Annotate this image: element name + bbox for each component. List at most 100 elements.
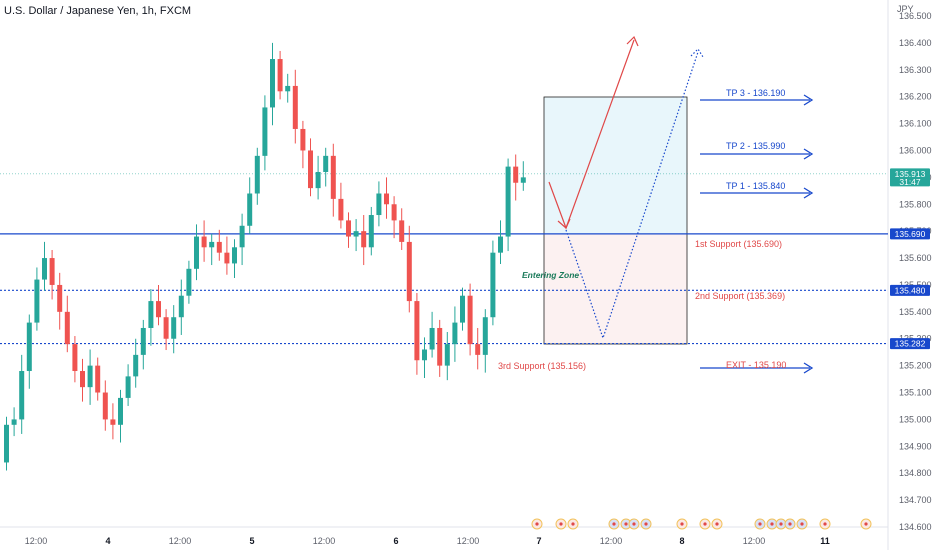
candle-body bbox=[429, 327, 435, 350]
candle-body bbox=[232, 247, 237, 264]
candle-body bbox=[300, 128, 306, 151]
tp1-arrow-head bbox=[803, 187, 814, 199]
candle-body bbox=[513, 166, 519, 183]
candle-body bbox=[262, 107, 268, 156]
candle-body bbox=[452, 322, 458, 345]
candle-body bbox=[285, 85, 291, 92]
event-icon-dot bbox=[788, 522, 792, 526]
candle-body bbox=[277, 59, 283, 92]
event-icon-dot bbox=[703, 522, 707, 526]
price-tag-support-2 bbox=[890, 284, 930, 296]
candle-body bbox=[42, 258, 47, 280]
time-tick-label: 12:00 bbox=[600, 536, 623, 546]
event-icon-dot bbox=[612, 522, 616, 526]
price-tick-label: 135.000 bbox=[899, 414, 932, 424]
candle-body bbox=[19, 371, 25, 420]
candle-body bbox=[4, 424, 9, 463]
candle-body bbox=[163, 317, 169, 339]
candle-body bbox=[247, 193, 253, 226]
price-tag-value: 135.913 bbox=[895, 169, 926, 179]
candle-body bbox=[186, 268, 192, 296]
event-icon-dot bbox=[624, 522, 628, 526]
candle-body bbox=[368, 215, 374, 248]
candle-body bbox=[95, 365, 101, 393]
price-tick-label: 134.900 bbox=[899, 441, 932, 451]
event-icon-dot bbox=[644, 522, 648, 526]
tp3-arrow-head bbox=[803, 94, 814, 106]
price-tick-label: 136.100 bbox=[899, 119, 932, 129]
candle-body bbox=[467, 295, 473, 345]
exit-arrow-head bbox=[803, 362, 814, 374]
trade-zones bbox=[543, 96, 688, 345]
event-icon-dot bbox=[715, 522, 719, 526]
price-tick-label: 134.600 bbox=[899, 522, 932, 532]
candle-body bbox=[376, 193, 382, 216]
candle-body bbox=[270, 59, 275, 108]
price-tag-value: 135.480 bbox=[895, 285, 926, 295]
candle-body bbox=[498, 236, 503, 253]
candle-body bbox=[201, 236, 207, 248]
candle-body bbox=[490, 252, 496, 318]
scenario-arrows bbox=[548, 35, 704, 340]
time-tick-label: 4 bbox=[105, 536, 110, 546]
candles bbox=[4, 42, 526, 471]
candle-body bbox=[133, 354, 139, 377]
candle-body bbox=[482, 317, 488, 355]
bullish-turn-arrowhead bbox=[557, 218, 571, 229]
candle-body bbox=[475, 344, 481, 355]
price-tick-label: 134.800 bbox=[899, 468, 932, 478]
candle-body bbox=[209, 241, 215, 248]
candle-body bbox=[140, 327, 146, 355]
candle-body bbox=[34, 279, 40, 323]
event-icon-dot bbox=[571, 522, 575, 526]
candle-body bbox=[87, 365, 93, 388]
candle-body bbox=[315, 171, 321, 189]
candle-body bbox=[254, 155, 260, 194]
candle-body bbox=[505, 166, 511, 237]
price-tick-label: 136.300 bbox=[899, 65, 932, 75]
time-tick-label: 12:00 bbox=[743, 536, 766, 546]
candle-body bbox=[148, 301, 154, 328]
candle-body bbox=[72, 344, 78, 372]
entering-zone-label: Entering Zone bbox=[522, 270, 579, 280]
bullish-target-arrowhead bbox=[626, 35, 639, 47]
tp2-label: TP 2 - 135.990 bbox=[726, 141, 785, 151]
candle-body bbox=[338, 198, 344, 221]
candle-body bbox=[361, 231, 367, 248]
take-profit-zone bbox=[543, 96, 688, 235]
candle-body bbox=[422, 349, 427, 361]
candle-body bbox=[125, 376, 131, 398]
candle-body bbox=[460, 295, 465, 323]
time-axis: 12:00 4 12:00 5 12:00 6 12:00 7 12:00 8 12:00 11 bbox=[25, 536, 830, 546]
time-tick-label: 8 bbox=[679, 536, 684, 546]
bar-countdown: 31:47 bbox=[899, 177, 921, 187]
candle-body bbox=[26, 322, 32, 372]
alternative-scenario-path bbox=[565, 51, 699, 340]
event-icon-dot bbox=[680, 522, 684, 526]
price-tag-current bbox=[890, 168, 930, 187]
chart-title: U.S. Dollar / Japanese Yen, 1h, FXCM bbox=[4, 5, 191, 17]
candle-body bbox=[444, 344, 450, 366]
event-icon-dot bbox=[823, 522, 827, 526]
candle-body bbox=[178, 295, 184, 318]
candle-body bbox=[406, 241, 412, 302]
candle-body bbox=[118, 397, 123, 425]
price-tick-label: 135.600 bbox=[899, 253, 932, 263]
candle-body bbox=[520, 177, 526, 183]
tp3-label: TP 3 - 136.190 bbox=[726, 88, 785, 98]
economic-events bbox=[531, 518, 872, 530]
candle-body bbox=[330, 155, 336, 199]
event-icon-dot bbox=[758, 522, 762, 526]
time-tick-label: 11 bbox=[820, 536, 830, 546]
candle-body bbox=[194, 236, 199, 269]
candle-body bbox=[239, 225, 245, 248]
price-tag-value: 135.690 bbox=[895, 229, 926, 239]
support3-label: 3rd Support (135.156) bbox=[498, 361, 586, 371]
price-tick-label: 136.500 bbox=[899, 11, 932, 21]
candle-body bbox=[80, 371, 85, 388]
support2-label: 2nd Support (135.369) bbox=[695, 291, 785, 301]
candle-body bbox=[224, 252, 230, 264]
